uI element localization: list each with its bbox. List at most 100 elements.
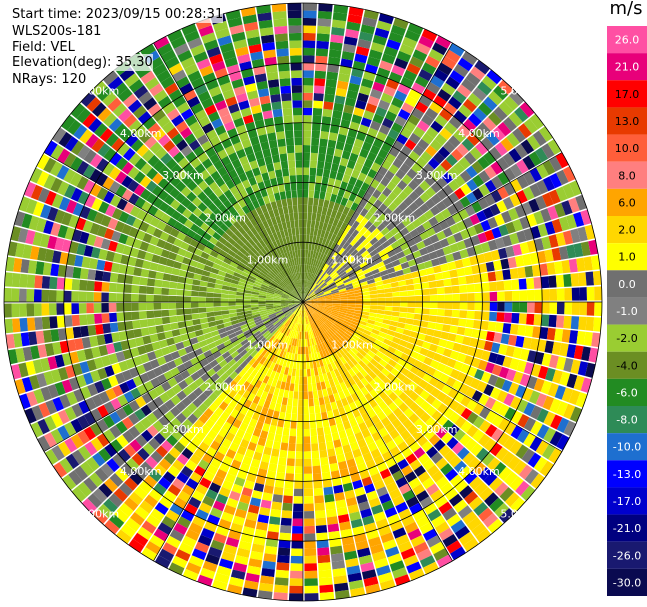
gate-cell xyxy=(252,267,261,274)
gate-cell xyxy=(386,78,400,90)
gate-cell xyxy=(357,405,367,415)
gate-cell xyxy=(428,343,439,353)
gate-cell xyxy=(290,375,296,384)
gate-cell xyxy=(276,264,283,272)
gate-cell xyxy=(285,465,295,474)
gate-cell xyxy=(463,118,477,132)
gate-cell xyxy=(281,279,288,287)
gate-cell xyxy=(426,483,440,496)
gate-cell xyxy=(318,221,324,230)
gate-cell xyxy=(232,562,248,573)
gate-cell xyxy=(319,191,326,200)
gate-cell xyxy=(300,257,303,265)
gate-cell xyxy=(445,376,457,388)
gate-cell xyxy=(473,348,484,359)
gate-cell xyxy=(296,428,303,437)
gate-cell xyxy=(303,3,318,11)
gate-cell xyxy=(130,139,144,152)
gate-cell xyxy=(270,417,279,427)
gate-cell xyxy=(321,324,328,331)
gate-cell xyxy=(491,227,502,239)
gate-cell xyxy=(478,263,488,273)
gate-cell xyxy=(129,472,143,486)
gate-cell xyxy=(187,351,197,360)
gate-cell xyxy=(234,402,244,413)
gate-cell xyxy=(407,259,417,267)
gate-cell xyxy=(312,360,317,369)
gate-cell xyxy=(198,302,206,308)
gate-cell xyxy=(43,174,56,190)
gate-cell xyxy=(411,429,423,441)
gate-cell xyxy=(215,28,230,39)
gate-cell xyxy=(309,167,317,176)
gate-cell xyxy=(404,95,418,108)
gate-cell xyxy=(121,175,133,188)
gate-cell xyxy=(256,276,264,282)
gate-cell xyxy=(246,280,255,286)
gate-cell xyxy=(386,481,398,493)
gate-cell xyxy=(293,323,298,331)
gate-cell xyxy=(309,175,316,183)
gate-cell xyxy=(313,312,320,318)
gate-cell xyxy=(288,299,296,302)
gate-cell xyxy=(329,124,340,134)
gate-cell xyxy=(122,349,133,360)
gate-cell xyxy=(320,229,326,238)
gate-cell xyxy=(216,253,226,262)
gate-cell xyxy=(175,181,187,192)
gate-cell xyxy=(405,253,415,262)
gate-cell xyxy=(176,308,185,316)
gate-cell xyxy=(322,312,330,317)
gate-cell xyxy=(406,238,416,248)
gate-cell xyxy=(580,377,592,393)
gate-cell xyxy=(117,321,126,332)
gate-cell xyxy=(243,580,259,590)
gate-cell xyxy=(303,107,313,116)
gate-cell xyxy=(121,369,133,381)
gate-cell xyxy=(313,398,320,406)
gate-cell xyxy=(501,379,513,393)
gate-cell xyxy=(267,252,275,260)
gate-cell xyxy=(423,528,438,542)
gate-cell xyxy=(484,229,495,241)
gate-cell xyxy=(412,375,423,385)
gate-cell xyxy=(233,326,242,333)
gate-cell xyxy=(289,578,303,586)
gate-cell xyxy=(244,252,253,260)
gate-cell xyxy=(355,99,367,110)
gate-cell xyxy=(87,493,103,509)
gate-cell xyxy=(588,239,599,255)
gate-cell xyxy=(399,162,411,174)
gate-cell xyxy=(329,314,338,319)
gate-cell xyxy=(453,162,465,175)
gate-cell xyxy=(306,288,310,296)
gate-cell xyxy=(296,288,300,296)
gate-cell xyxy=(425,267,435,275)
gate-cell xyxy=(242,162,252,173)
gate-cell xyxy=(346,159,356,170)
gate-cell xyxy=(343,233,351,242)
gate-cell xyxy=(231,257,241,265)
gate-cell xyxy=(272,355,279,364)
gate-cell xyxy=(307,307,313,314)
gate-cell xyxy=(400,547,416,560)
gate-cell xyxy=(41,303,50,316)
gate-cell xyxy=(56,315,66,328)
gate-cell xyxy=(330,242,337,251)
gate-cell xyxy=(152,109,166,122)
gate-cell xyxy=(432,42,448,56)
gate-cell xyxy=(104,478,118,493)
gate-cell xyxy=(469,476,483,490)
gate-cell xyxy=(166,337,175,346)
gate-cell xyxy=(459,310,468,319)
gate-cell xyxy=(317,367,323,375)
gate-cell xyxy=(289,235,294,244)
gate-cell xyxy=(238,396,247,406)
gate-cell xyxy=(346,235,355,244)
gate-cell xyxy=(291,338,296,346)
gate-cell xyxy=(296,308,300,316)
gate-cell xyxy=(316,308,324,313)
gate-cell xyxy=(478,330,488,340)
gate-cell xyxy=(315,213,322,222)
gate-cell xyxy=(118,331,128,341)
